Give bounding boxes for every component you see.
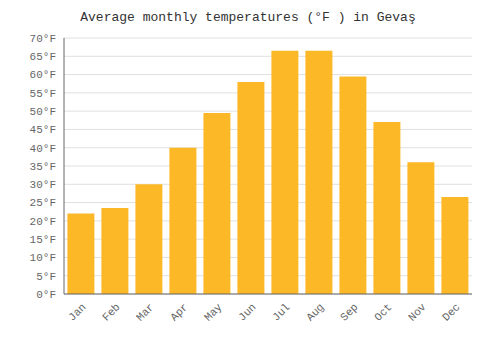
- svg-text:70°F: 70°F: [30, 33, 56, 45]
- svg-text:Nov: Nov: [406, 301, 429, 324]
- svg-text:45°F: 45°F: [30, 124, 56, 136]
- svg-text:Feb: Feb: [100, 301, 122, 323]
- svg-text:15°F: 15°F: [30, 234, 56, 246]
- svg-text:55°F: 55°F: [30, 88, 56, 100]
- svg-text:5°F: 5°F: [36, 271, 56, 283]
- svg-text:65°F: 65°F: [30, 51, 56, 63]
- svg-text:May: May: [202, 301, 225, 324]
- svg-text:40°F: 40°F: [30, 143, 56, 155]
- svg-text:Apr: Apr: [168, 301, 190, 323]
- svg-text:30°F: 30°F: [30, 179, 56, 191]
- svg-text:50°F: 50°F: [30, 106, 56, 118]
- svg-text:Oct: Oct: [372, 301, 394, 323]
- svg-text:Mar: Mar: [134, 301, 156, 323]
- svg-text:25°F: 25°F: [30, 197, 56, 209]
- html-text:Average monthly temperatures (: Average monthly temperatures (°F ) in Ge…: [80, 10, 416, 25]
- svg-text:Jun: Jun: [236, 301, 258, 323]
- svg-text:0°F: 0°F: [36, 289, 56, 301]
- svg-text:Aug: Aug: [304, 301, 326, 323]
- svg-text:35°F: 35°F: [30, 161, 56, 173]
- svg-text:Sep: Sep: [338, 301, 360, 323]
- svg-text:10°F: 10°F: [30, 252, 56, 264]
- svg-text:20°F: 20°F: [30, 216, 56, 228]
- svg-text:Jul: Jul: [270, 301, 292, 323]
- svg-text:Dec: Dec: [440, 301, 462, 323]
- svg-text:60°F: 60°F: [30, 69, 56, 81]
- svg-text:Jan: Jan: [66, 301, 88, 323]
